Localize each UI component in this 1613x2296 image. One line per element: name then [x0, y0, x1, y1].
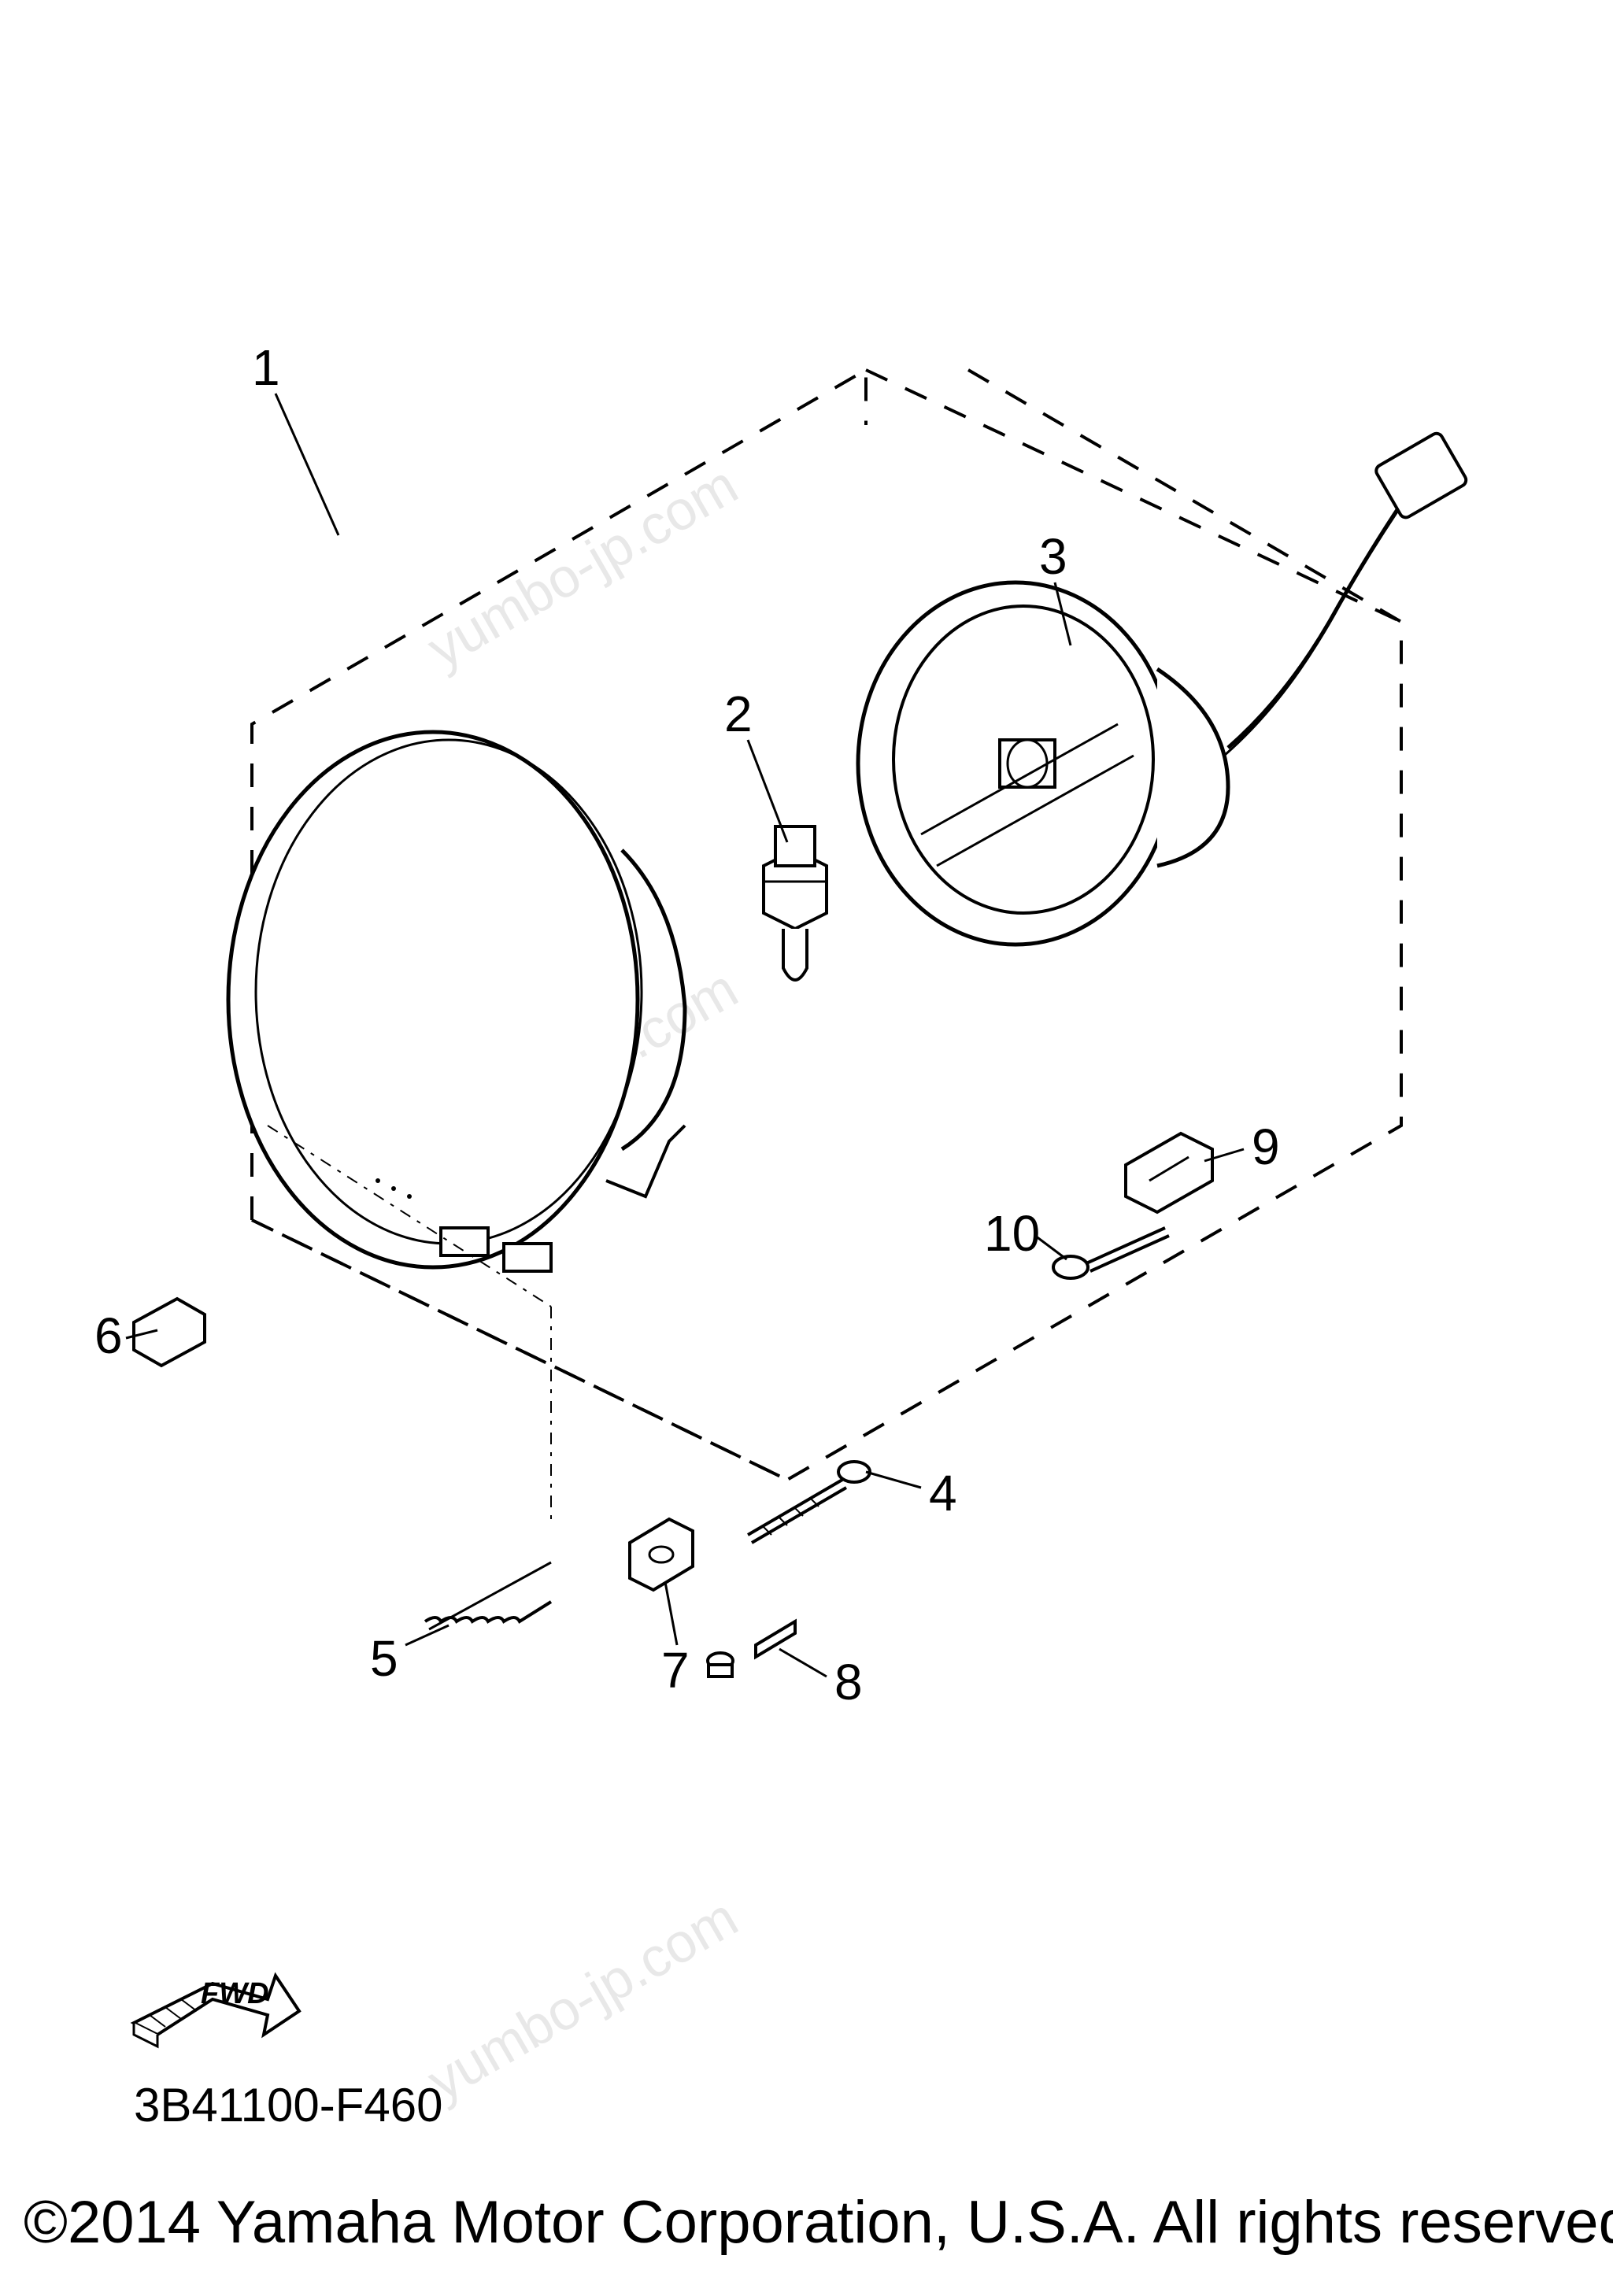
- exploded-view: [0, 0, 1613, 2141]
- ref-5: 5: [370, 1629, 398, 1688]
- ref-4: 4: [929, 1464, 957, 1522]
- screw-10: [1053, 1228, 1169, 1278]
- headlight-lens: [228, 732, 685, 1271]
- ref-9: 9: [1252, 1118, 1280, 1176]
- ref-10: 10: [984, 1204, 1040, 1263]
- spring-5: [425, 1562, 551, 1629]
- bulb: [764, 826, 827, 980]
- nut-clip-6: [134, 1299, 205, 1366]
- headlight-body: [858, 431, 1468, 945]
- ref-2: 2: [724, 685, 753, 743]
- fwd-text: FWD: [201, 1977, 269, 2010]
- ref-1: 1: [252, 338, 280, 397]
- ref-3: 3: [1039, 527, 1067, 586]
- ref-6: 6: [94, 1307, 123, 1365]
- ref-8: 8: [834, 1653, 863, 1711]
- screw-4: [748, 1462, 870, 1543]
- nut-clip-9: [1126, 1133, 1212, 1212]
- ref-7: 7: [661, 1641, 690, 1699]
- clip-7: [630, 1519, 693, 1590]
- diagram-area: yumbo-jp.com yumbo-jp.com yumbo-jp.com: [0, 0, 1613, 2141]
- bolt-8: [708, 1621, 795, 1677]
- diagram-code: 3B41100-F460: [134, 2078, 443, 2132]
- copyright-text: ©2014 Yamaha Motor Corporation, U.S.A. A…: [24, 2188, 1613, 2257]
